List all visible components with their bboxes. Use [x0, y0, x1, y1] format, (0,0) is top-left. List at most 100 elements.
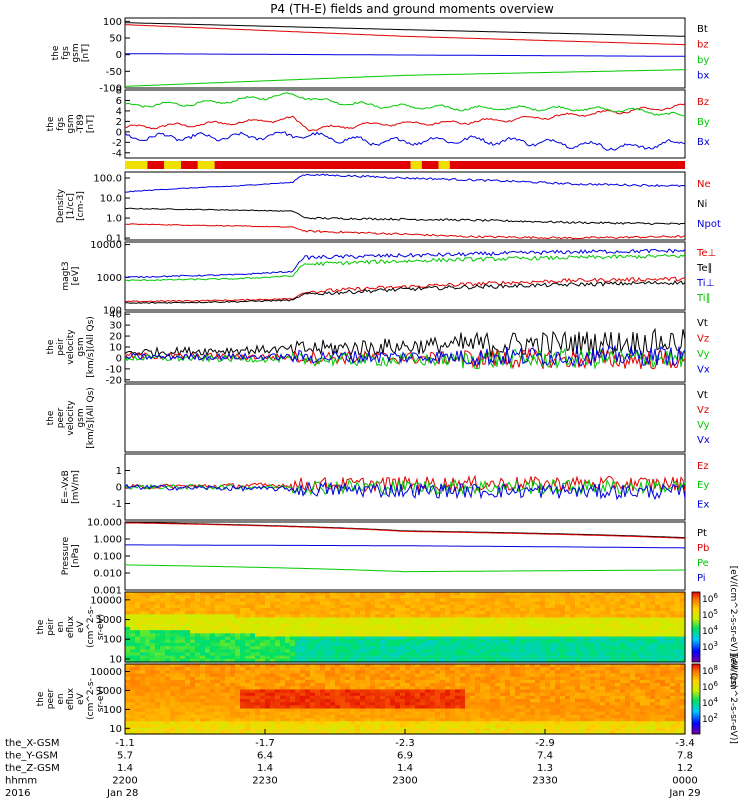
heatmap-cell: [230, 655, 236, 660]
heatmap-cell: [220, 667, 226, 671]
heatmap-cell: [405, 689, 411, 694]
heatmap-cell: [280, 679, 286, 684]
heatmap-cell: [405, 679, 411, 684]
heatmap-cell: [330, 652, 336, 657]
heatmap-cell: [300, 692, 306, 697]
heatmap-cell: [560, 598, 566, 603]
heatmap-cell: [365, 708, 371, 713]
heatmap-cell: [280, 676, 286, 681]
heatmap-cell: [230, 604, 236, 609]
heatmap-cell: [140, 711, 146, 716]
heatmap-cell: [300, 614, 306, 619]
heatmap-cell: [240, 702, 246, 706]
heatmap-cell: [415, 620, 421, 625]
heatmap-cell: [490, 699, 496, 703]
heatmap-cell: [190, 627, 196, 631]
heatmap-cell: [620, 727, 626, 732]
heatmap-cell: [440, 702, 446, 706]
heatmap-cell: [645, 652, 651, 657]
heatmap-cell: [420, 670, 426, 675]
heatmap-cell: [595, 708, 601, 713]
heatmap-cell: [365, 727, 371, 732]
heatmap-cell: [335, 702, 341, 706]
heatmap-cell: [470, 702, 476, 706]
heatmap-cell: [645, 670, 651, 675]
heatmap-cell: [605, 679, 611, 684]
heatmap-cell: [305, 692, 311, 697]
y-tick-label: 20: [109, 332, 122, 343]
heatmap-cell: [465, 727, 471, 732]
heatmap-cell: [535, 604, 541, 609]
heatmap-cell: [610, 705, 616, 710]
heatmap-cell: [510, 658, 516, 663]
heatmap-cell: [245, 646, 251, 650]
heatmap-cell: [560, 617, 566, 622]
heatmap-cell: [475, 623, 481, 628]
heatmap-cell: [585, 639, 591, 644]
heatmap-cell: [155, 604, 161, 609]
heatmap-cell: [525, 617, 531, 622]
heatmap-cell: [600, 620, 606, 625]
heatmap-cell: [230, 620, 236, 625]
heatmap-cell: [415, 667, 421, 671]
heatmap-cell: [635, 642, 641, 647]
heatmap-cell: [345, 695, 351, 700]
heatmap-cell: [610, 655, 616, 660]
heatmap-cell: [320, 658, 326, 663]
heatmap-cell: [150, 658, 156, 663]
heatmap-cell: [180, 598, 186, 603]
heatmap-cell: [325, 714, 331, 719]
heatmap-cell: [220, 639, 226, 644]
heatmap-cell: [555, 592, 561, 596]
heatmap-cell: [480, 714, 486, 719]
y-axis-label-line: [nT]: [86, 115, 96, 133]
heatmap-cell: [160, 683, 166, 687]
heatmap-cell: [265, 639, 271, 644]
heatmap-cell: [205, 699, 211, 703]
heatmap-cell: [475, 727, 481, 732]
heatmap-cell: [410, 727, 416, 732]
heatmap-cell: [205, 708, 211, 713]
heatmap-cell: [525, 718, 531, 722]
heatmap-cell: [370, 642, 376, 647]
heatmap-cell: [185, 673, 191, 678]
heatmap-cell: [420, 617, 426, 622]
legend-fgs_model-3: bx: [697, 70, 709, 81]
heatmap-cell: [430, 633, 436, 638]
heatmap-cell: [455, 689, 461, 694]
heatmap-cell: [525, 721, 531, 726]
heatmap-cell: [540, 655, 546, 660]
heatmap-cell: [470, 724, 476, 729]
heatmap-cell: [565, 611, 571, 615]
heatmap-cell: [425, 711, 431, 716]
heatmap-cell: [405, 604, 411, 609]
heatmap-cell: [575, 607, 581, 612]
heatmap-cell: [300, 724, 306, 729]
heatmap-cell: [325, 695, 331, 700]
heatmap-cell: [140, 673, 146, 678]
heatmap-cell: [580, 658, 586, 663]
heatmap-cell: [460, 718, 466, 722]
heatmap-cell: [445, 598, 451, 603]
heatmap-cell: [300, 702, 306, 706]
heatmap-cell: [345, 639, 351, 644]
heatmap-cell: [605, 633, 611, 638]
heatmap-cell: [315, 718, 321, 722]
heatmap-cell: [415, 705, 421, 710]
heatmap-cell: [570, 721, 576, 726]
heatmap-cell: [395, 595, 401, 599]
heatmap-cell: [490, 727, 496, 732]
heatmap-cell: [490, 617, 496, 622]
heatmap-cell: [385, 689, 391, 694]
heatmap-cell: [400, 673, 406, 678]
heatmap-cell: [355, 727, 361, 732]
heatmap-cell: [510, 708, 516, 713]
heatmap-cell: [550, 646, 556, 650]
heatmap-cell: [470, 711, 476, 716]
heatmap-cell: [175, 679, 181, 684]
heatmap-cell: [170, 711, 176, 716]
heatmap-cell: [480, 673, 486, 678]
heatmap-cell: [380, 670, 386, 675]
heatmap-cell: [420, 627, 426, 631]
heatmap-cell: [370, 646, 376, 650]
